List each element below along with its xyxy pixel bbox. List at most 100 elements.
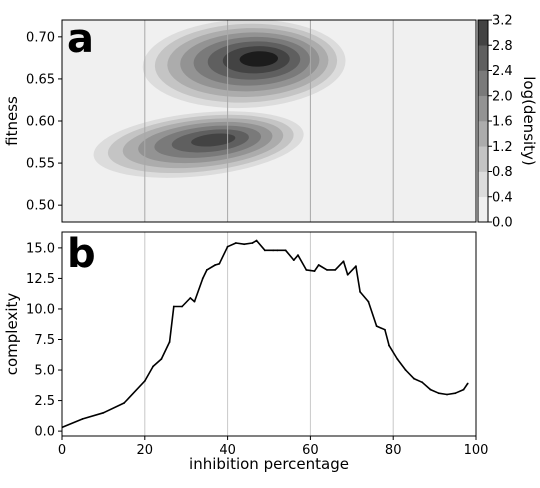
y-tick-label: 0.65 <box>26 72 55 87</box>
panel-b-plot-area <box>62 232 476 436</box>
x-tick-label: 20 <box>137 443 154 458</box>
data-point <box>214 264 217 266</box>
data-point <box>123 402 125 404</box>
y-tick-label: 0.70 <box>26 30 55 45</box>
data-point <box>437 392 440 395</box>
data-point <box>168 341 171 343</box>
y-tick-label: 5.0 <box>34 364 55 379</box>
panel-b-y-ticks: 0.0 2.5 5.0 7.5 10.0 12.5 15.0 <box>26 241 62 440</box>
colorbar-tick-label: 2.8 <box>492 39 513 54</box>
data-point <box>454 392 457 395</box>
data-point <box>206 268 208 271</box>
data-point <box>243 243 246 246</box>
colorbar-tick-label: 0.8 <box>492 165 513 180</box>
density-contour-level <box>239 51 279 67</box>
colorbar-bin <box>478 146 488 172</box>
colorbar-bin <box>478 196 488 223</box>
panel-a-vertical-gridlines <box>144 20 394 222</box>
colorbar-bin <box>478 45 488 71</box>
y-tick-label: 0.60 <box>26 115 55 130</box>
colorbar-bin <box>478 70 488 97</box>
density-contour-level <box>191 133 236 147</box>
data-point <box>346 273 349 276</box>
colorbar-bin <box>478 171 488 198</box>
data-point <box>284 249 287 252</box>
panel-a-y-ticks: 0.50 0.55 0.60 0.65 0.70 <box>26 30 62 214</box>
panel-a-letter: a <box>67 16 94 62</box>
y-tick-label: 12.5 <box>26 272 55 287</box>
data-point <box>172 305 175 308</box>
data-point <box>226 245 229 248</box>
data-point <box>404 369 407 371</box>
data-point <box>272 249 275 252</box>
panel-a-y-axis-label: fitness <box>3 96 21 146</box>
data-point <box>160 358 163 360</box>
panel-b-x-ticks: 0 20 40 60 80 100 <box>58 436 489 458</box>
y-tick-label: 7.5 <box>34 333 55 348</box>
data-point <box>342 260 345 263</box>
data-point <box>234 242 237 244</box>
data-point <box>429 388 432 391</box>
data-point <box>292 259 295 261</box>
colorbar-tick-label: 1.6 <box>492 115 513 130</box>
data-point <box>466 382 469 385</box>
panel-b-frame <box>61 231 477 437</box>
y-tick-label: 0.0 <box>34 425 55 440</box>
data-point <box>313 270 316 272</box>
data-point <box>102 411 105 414</box>
colorbar-tick-label: 0.4 <box>492 190 513 205</box>
colorbar-tick-label: 2.0 <box>492 89 513 104</box>
colorbar-label: log(density) <box>520 76 538 166</box>
panel-b-vertical-gridlines <box>144 232 394 436</box>
data-point <box>396 358 399 360</box>
colorbar-bins <box>478 20 488 223</box>
colorbar-ticks: 0.0 0.4 0.8 1.2 1.6 2.0 2.4 2.8 3.2 <box>488 14 513 231</box>
complexity-line <box>62 239 469 429</box>
y-tick-label: 2.5 <box>34 394 55 409</box>
data-point <box>355 265 357 268</box>
data-point <box>193 300 196 303</box>
data-point <box>297 254 299 257</box>
y-tick-label: 0.50 <box>26 199 55 214</box>
data-point <box>201 277 204 280</box>
data-point <box>388 344 390 347</box>
data-point <box>375 325 378 327</box>
data-point <box>305 268 308 271</box>
x-tick-label: 40 <box>219 443 236 458</box>
data-point <box>181 305 183 308</box>
colorbar-tick-label: 2.4 <box>492 64 513 79</box>
data-point <box>359 290 361 293</box>
panel-b-y-axis-label: complexity <box>3 293 21 376</box>
panel-b: 0 20 40 60 80 100 0.0 2.5 5.0 7.5 10.0 12.5 15.0 in… <box>3 231 488 473</box>
data-point <box>255 239 258 242</box>
x-tick-label: 100 <box>464 443 489 458</box>
data-point <box>143 380 146 382</box>
data-point <box>218 262 221 265</box>
data-point <box>317 264 320 266</box>
data-point <box>263 249 266 252</box>
x-tick-label: 0 <box>58 443 66 458</box>
colorbar-bin <box>478 95 488 122</box>
colorbar-tick-label: 3.2 <box>492 14 513 29</box>
panel-a: 0.50 0.55 0.60 0.65 0.70 fitness a <box>3 16 477 223</box>
y-tick-label: 0.55 <box>26 157 55 172</box>
colorbar: 0.0 0.4 0.8 1.2 1.6 2.0 2.4 2.8 3.2 log(density) <box>477 14 538 231</box>
panel-b-x-axis-label: inhibition percentage <box>189 455 349 473</box>
data-point <box>326 268 328 271</box>
x-tick-label: 80 <box>385 443 402 458</box>
colorbar-bin <box>478 20 488 46</box>
data-point <box>251 242 254 244</box>
data-point <box>446 393 448 396</box>
data-point <box>384 328 386 331</box>
data-point <box>189 297 192 299</box>
data-point <box>421 381 424 384</box>
data-point <box>81 417 84 420</box>
data-point <box>367 300 370 303</box>
data-point <box>462 388 465 391</box>
data-point <box>152 365 154 368</box>
colorbar-tick-label: 1.2 <box>492 140 513 155</box>
y-tick-label: 10.0 <box>26 302 55 317</box>
data-point <box>413 377 415 380</box>
colorbar-tick-label: 0.0 <box>492 216 513 231</box>
